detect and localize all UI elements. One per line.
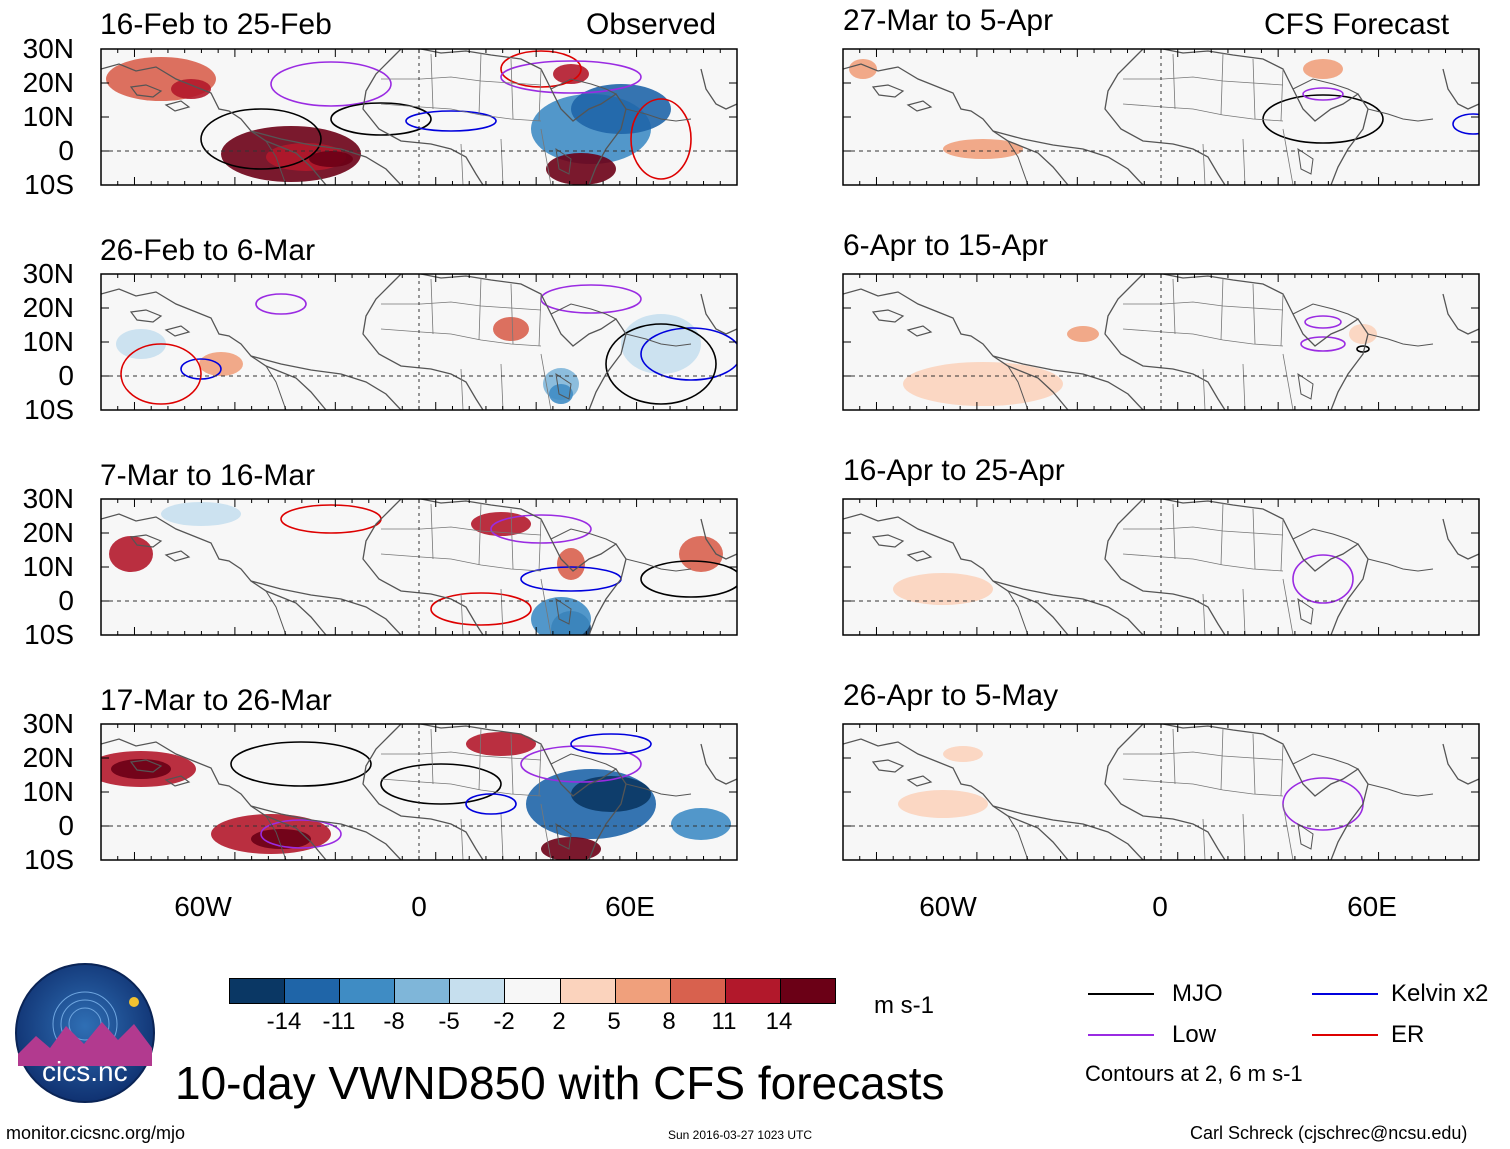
forecast-panel-4-field: [843, 724, 1479, 860]
logo-graphic: [15, 963, 155, 1103]
y-tick-label: 10S: [24, 844, 74, 875]
panel-title-obs-3: 7-Mar to 16-Mar: [100, 459, 316, 492]
colorbar-swatch: [560, 979, 616, 1003]
observed-panel-4-field: [101, 724, 737, 860]
x-tick-fcst-60w: 60W: [919, 891, 977, 922]
y-tick-label: 0: [58, 135, 74, 166]
y-tick-label: 30N: [22, 708, 74, 739]
y-tick-label: 20N: [22, 292, 74, 323]
legend-line-kelvin: [1312, 993, 1378, 995]
panel-title-obs-1: 16-Feb to 25-Feb: [100, 8, 332, 41]
observed-panel-1: [100, 48, 738, 186]
colorbar-swatch: [230, 979, 286, 1003]
forecast-panel-3: [842, 498, 1480, 636]
colorbar-label: 5: [607, 1008, 621, 1035]
forecast-panel-4: [842, 723, 1480, 861]
y-tick-label: 10S: [24, 169, 74, 200]
legend-label-low: Low: [1172, 1021, 1217, 1048]
footer-timestamp: Sun 2016-03-27 1023 UTC: [668, 1128, 813, 1142]
footer-website[interactable]: monitor.cicsnc.org/mjo: [6, 1123, 186, 1143]
y-tick-label: 20N: [22, 742, 74, 773]
observed-panel-1-field: [101, 49, 737, 185]
colorbar-label: 14: [765, 1008, 793, 1035]
observed-header: Observed: [586, 8, 717, 41]
colorbar-swatch: [505, 979, 561, 1003]
colorbar-swatch: [780, 979, 836, 1003]
x-tick-fcst-60e: 60E: [1347, 891, 1397, 922]
y-tick-label: 10N: [22, 551, 74, 582]
panel-title-fcst-3: 16-Apr to 25-Apr: [843, 454, 1065, 487]
legend-line-mjo: [1088, 993, 1154, 995]
forecast-panel-3-field: [843, 499, 1479, 635]
panel-title-fcst-1: 27-Mar to 5-Apr: [843, 4, 1054, 37]
colorbar-label: 2: [552, 1008, 566, 1035]
y-tick-label: 10S: [24, 619, 74, 650]
cics-logo: cics.nc: [14, 962, 156, 1104]
y-tick-label: 10N: [22, 776, 74, 807]
x-tick-obs-60w: 60W: [174, 891, 232, 922]
y-tick-label: 20N: [22, 517, 74, 548]
footer-author[interactable]: Carl Schreck (cjschrec@ncsu.edu): [1190, 1123, 1468, 1143]
colorbar-label: -11: [322, 1008, 356, 1035]
x-tick-fcst-0: 0: [1152, 891, 1168, 922]
observed-panel-4: [100, 723, 738, 861]
colorbar-units: m s-1: [874, 992, 934, 1019]
panel-title-obs-2: 26-Feb to 6-Mar: [100, 234, 316, 267]
panel-title-fcst-4: 26-Apr to 5-May: [843, 679, 1059, 712]
legend-line-er: [1312, 1034, 1378, 1036]
colorbar-swatch: [725, 979, 781, 1003]
panel-title-obs-4: 17-Mar to 26-Mar: [100, 684, 332, 717]
colorbar-label: 8: [662, 1008, 676, 1035]
panel-title-fcst-2: 6-Apr to 15-Apr: [843, 229, 1049, 262]
legend-label-er: ER: [1391, 1021, 1425, 1048]
observed-panel-3-field: [101, 499, 737, 635]
x-tick-obs-0: 0: [411, 891, 427, 922]
y-tick-label: 0: [58, 360, 74, 391]
y-tick-label: 10N: [22, 326, 74, 357]
forecast-panel-1: [842, 48, 1480, 186]
colorbar: [229, 978, 836, 1004]
legend-label-mjo: MJO: [1172, 980, 1223, 1007]
colorbar-swatch: [340, 979, 396, 1003]
y-tick-label: 10S: [24, 394, 74, 425]
colorbar-swatch: [670, 979, 726, 1003]
figure-title: 10-day VWND850 with CFS forecasts: [175, 1057, 945, 1109]
colorbar-label: -2: [493, 1008, 515, 1035]
legend-label-kelvin: Kelvin x2: [1391, 980, 1489, 1007]
y-tick-label: 0: [58, 810, 74, 841]
observed-panel-2: [100, 273, 738, 411]
colorbar-swatch: [395, 979, 451, 1003]
y-tick-label: 30N: [22, 258, 74, 289]
x-tick-obs-60e: 60E: [605, 891, 655, 922]
colorbar-label: -8: [383, 1008, 405, 1035]
colorbar-label: 11: [711, 1008, 737, 1035]
observed-panel-3: [100, 498, 738, 636]
y-tick-label: 20N: [22, 67, 74, 98]
y-tick-label: 10N: [22, 101, 74, 132]
y-tick-label: 30N: [22, 33, 74, 64]
legend-contour-note: Contours at 2, 6 m s-1: [1085, 1061, 1303, 1086]
colorbar-swatch: [450, 979, 506, 1003]
y-tick-label: 0: [58, 585, 74, 616]
forecast-panel-2: [842, 273, 1480, 411]
colorbar-swatch: [615, 979, 671, 1003]
logo-text: cics.nc: [42, 1056, 128, 1087]
legend-line-low: [1088, 1034, 1154, 1036]
forecast-panel-1-field: [843, 49, 1479, 185]
forecast-panel-2-field: [843, 274, 1479, 410]
colorbar-label: -14: [266, 1008, 302, 1035]
forecast-header: CFS Forecast: [1264, 8, 1450, 41]
y-tick-label: 30N: [22, 483, 74, 514]
colorbar-label: -5: [438, 1008, 460, 1035]
observed-panel-2-field: [101, 274, 737, 410]
colorbar-swatch: [285, 979, 341, 1003]
